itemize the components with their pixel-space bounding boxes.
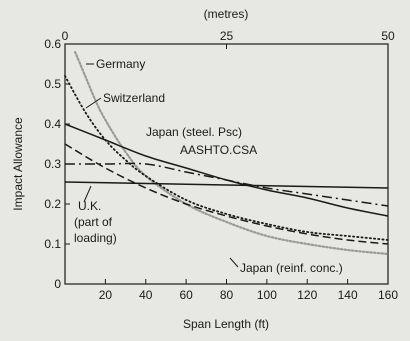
series-line-germany — [74, 50, 390, 256]
annotation-japan-reinf: Japan (reinf. conc.) — [240, 261, 343, 275]
x-tick-label: 20 — [99, 288, 113, 302]
y-tick-label: 0.4 — [44, 117, 61, 131]
annotation-japan-steel: Japan (steel. Psc) — [146, 125, 242, 139]
leader-japan-reinf — [229, 257, 239, 268]
series-line-aashto-csa — [65, 162, 389, 207]
series-line-switzerland — [64, 75, 389, 241]
leader-uk — [83, 185, 92, 203]
y-axis-label: Impact Allowance — [11, 117, 25, 211]
y-tick-label: 0.5 — [44, 77, 61, 91]
x-tick-label: 160 — [378, 288, 398, 302]
series-line-japan-reinf-conc — [64, 143, 389, 245]
series-layer — [64, 50, 390, 256]
x2-tick-label: 0 — [62, 29, 69, 43]
annotation-uk-part-of: (part of — [74, 215, 113, 229]
x-tick-label: 100 — [257, 288, 277, 302]
x2-axis-label: (metres) — [204, 7, 249, 21]
x2-tick-label: 50 — [381, 29, 395, 43]
annotation-aashto-csa: AASHTO.CSA — [180, 143, 257, 157]
axis-layer: 20 40 60 80 100 120 140 160 0 25 50 0 0.1 0.2 0.3 0.4 0.… — [44, 29, 398, 302]
series-line-u-k-part-of-loading — [64, 181, 389, 189]
y-tick-label: 0.2 — [44, 197, 61, 211]
annotation-germany: Germany — [96, 57, 145, 71]
y-tick-label: 0.3 — [44, 157, 61, 171]
leader-switzerland — [85, 97, 102, 109]
y-tick-label: 0.6 — [44, 37, 61, 51]
x-axis-label: Span Length (ft) — [183, 317, 269, 331]
x-tick-label: 140 — [338, 288, 358, 302]
annotation-switzerland: Switzerland — [103, 91, 165, 105]
annotation-uk-loading: loading) — [74, 231, 117, 245]
annotation-uk: U.K. — [78, 199, 101, 213]
x-tick-label: 60 — [179, 288, 193, 302]
x-tick-label: 120 — [297, 288, 317, 302]
y-tick-label: 0.1 — [44, 237, 61, 251]
y-tick-label: 0 — [54, 277, 61, 291]
x2-tick-label: 25 — [220, 29, 234, 43]
x-tick-label: 80 — [220, 288, 234, 302]
x-tick-label: 40 — [139, 288, 153, 302]
